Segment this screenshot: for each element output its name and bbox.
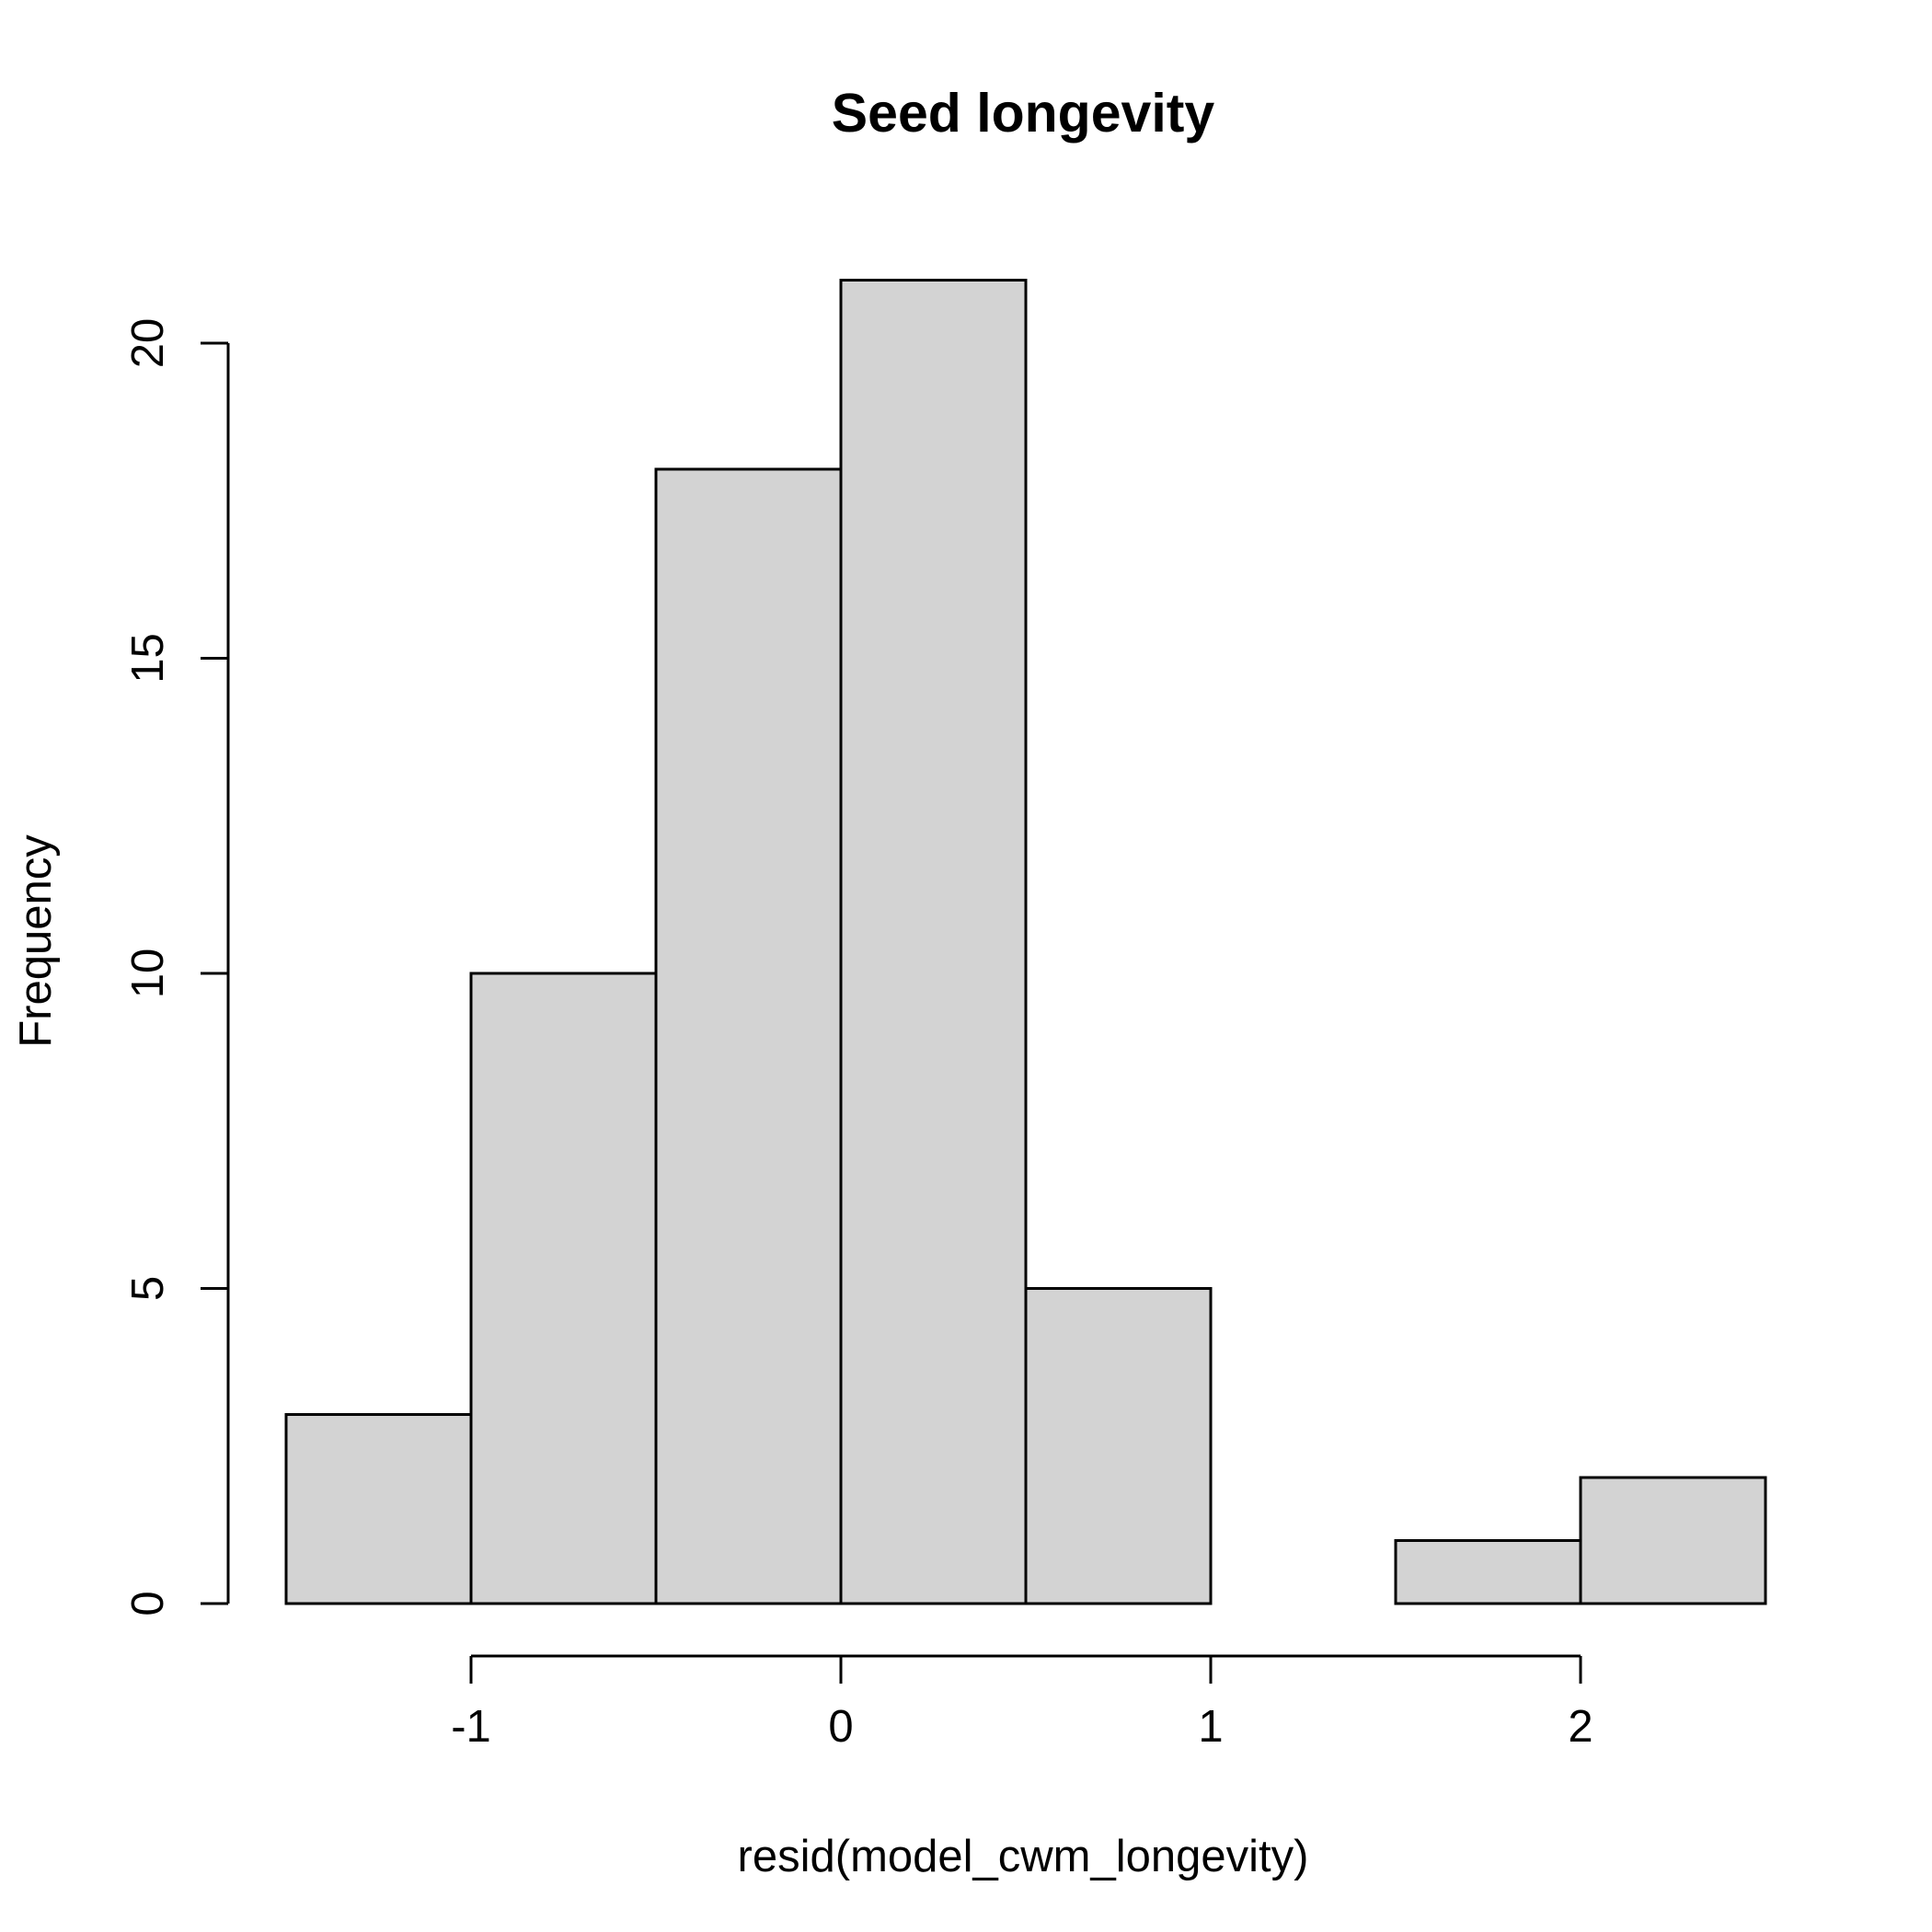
y-tick-label-2: 10 <box>123 949 173 999</box>
histogram-bar-0 <box>284 1413 473 1605</box>
histogram-bar-4 <box>1024 1287 1213 1605</box>
histogram-bar-2 <box>654 467 843 1605</box>
x-axis-label: resid(model_cwm_longevity) <box>738 1832 1309 1881</box>
y-axis: 0 5 10 15 20 <box>123 318 230 1616</box>
x-tick-label-2: 1 <box>1198 1702 1223 1752</box>
histogram-bar-3 <box>839 279 1028 1605</box>
histogram-bar-6 <box>1394 1539 1582 1605</box>
y-axis-label: Frequency <box>11 834 61 1048</box>
x-tick-label-1: 0 <box>828 1702 853 1752</box>
x-tick-label-3: 2 <box>1568 1702 1593 1752</box>
histogram-bar-1 <box>469 972 658 1605</box>
x-axis: -1 0 1 2 <box>451 1654 1593 1752</box>
y-tick-label-4: 20 <box>123 318 173 369</box>
x-tick-label-0: -1 <box>451 1702 491 1752</box>
y-tick-label-3: 15 <box>123 633 173 684</box>
histogram-bar-7 <box>1579 1476 1767 1605</box>
y-tick-label-0: 0 <box>123 1591 173 1616</box>
y-tick-label-1: 5 <box>123 1276 173 1301</box>
bars-group <box>284 279 1767 1605</box>
chart-title: Seed longevity <box>832 83 1215 144</box>
